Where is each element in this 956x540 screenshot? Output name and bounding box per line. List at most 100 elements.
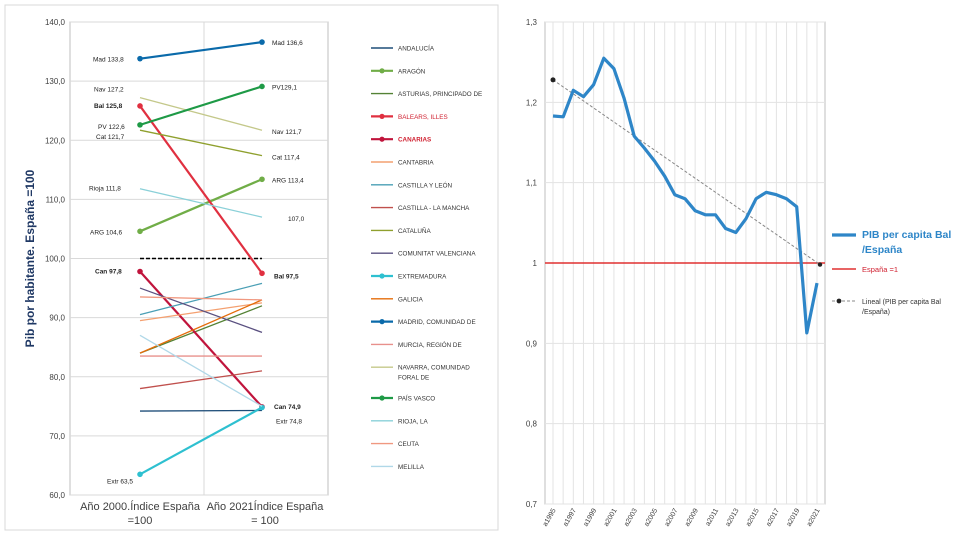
series-line (139, 188, 263, 218)
y-tick-label: 1 (533, 259, 538, 268)
trendline (552, 79, 821, 266)
legend-item-andalucia: ANDALUCÍA (371, 44, 435, 53)
series-line (139, 409, 263, 412)
legend-label: CASTILLA Y LEÓN (398, 180, 452, 189)
series-aragon: ARG 104,6 ARG 113,4 (90, 176, 304, 236)
data-label: Mad 136,6 (272, 40, 303, 47)
data-point (137, 471, 143, 478)
x-tick-label: a2003 (623, 507, 639, 527)
series-andalucia (139, 409, 263, 412)
series-line (139, 178, 263, 233)
legend-label: NAVARRA, COMUNIDAD (398, 365, 470, 372)
legend-label: GALICIA (398, 296, 424, 303)
left-panel-frame (4, 4, 499, 531)
legend-label: CANARIAS (398, 137, 431, 144)
data-point (137, 122, 143, 128)
legend-item-cantabria: CANTABRIA (371, 160, 434, 167)
x-category-label: Año 2021Índice España (207, 500, 325, 513)
legend-label: MURCIA, REGIÓN DE (398, 340, 462, 349)
data-label: PV 122,6 (98, 124, 125, 131)
legend-marker (379, 68, 385, 74)
legend-label: CATALUÑA (398, 226, 431, 235)
series-asturias-principado-de (139, 305, 263, 354)
y-tick-label: 0,8 (526, 420, 538, 429)
series-line (139, 97, 263, 131)
legend-label: CEUTA (398, 441, 420, 448)
data-label: Nav 127,2 (94, 87, 124, 94)
series-line (139, 85, 263, 126)
series-rioja-la: Rioja 111,8 107,0 (89, 186, 305, 223)
series-madrid-comunidad-de: Mad 133,8 Mad 136,6 (93, 39, 303, 64)
legend-label: CASTILLA - LA MANCHA (398, 205, 470, 212)
legend-item-ceuta: CEUTA (371, 441, 420, 448)
legend-marker (379, 136, 385, 142)
legend: ANDALUCÍA ARAGÓN ASTURIAS, PRINCIPADO DE BA… (371, 44, 482, 471)
legend-marker (379, 113, 385, 119)
y-tick-label: 0,7 (526, 500, 538, 509)
data-label: Extr 74,8 (276, 418, 302, 425)
data-label: 107,0 (288, 216, 305, 223)
legend-item-navarra-comunidad-foral-de: NAVARRA, COMUNIDAD FORAL DE (371, 365, 470, 382)
legend-item-murcia-region-de: MURCIA, REGIÓN DE (371, 340, 462, 349)
trendline-start-marker (550, 77, 556, 83)
data-point (259, 39, 265, 45)
y-tick-label: 70,0 (49, 432, 65, 441)
x-tick-label: a2005 (643, 507, 659, 527)
trendline-end-marker (817, 262, 823, 267)
legend-marker (379, 319, 385, 325)
legend-label: ARAGÓN (398, 66, 426, 75)
series-ceuta (139, 296, 263, 301)
data-label: Bal 97,5 (274, 273, 299, 280)
x-tick-label: a2009 (684, 507, 700, 527)
legend-label: COMUNITAT VALENCIANA (398, 251, 476, 258)
data-point (137, 268, 143, 275)
y-tick-label: 100,0 (45, 255, 66, 264)
legend-label: ANDALUCÍA (398, 44, 435, 53)
y-tick-label: 140,0 (45, 18, 66, 27)
legend-label: EXTREMADURA (398, 274, 447, 281)
data-label: Can 74,9 (274, 404, 301, 411)
legend-item-rioja-la: RIOJA, LA (371, 418, 429, 425)
y-tick-label: 90,0 (49, 314, 65, 323)
x-category-label: =100 (128, 515, 153, 527)
x-tick-label: a2019 (786, 507, 802, 527)
legend-marker (379, 395, 385, 401)
legend-item-extremadura: EXTREMADURA (371, 273, 447, 281)
legend-label: BALEARS, ILLES (398, 114, 448, 121)
y-tick-label: 110,0 (46, 195, 66, 204)
legend-item-canarias: CANARIAS (371, 136, 431, 144)
y-tick-label: 1,3 (526, 18, 538, 27)
series-cataluna: Cat 121,7 Cat 117,4 (96, 129, 300, 162)
y-axis-title: Pib por habitante. España =100 (23, 169, 37, 347)
series-line (139, 406, 263, 476)
legend-label: /España) (862, 309, 890, 316)
series-comunitat-valenciana (139, 287, 263, 334)
series-line (139, 334, 263, 407)
data-point (259, 176, 265, 183)
x-tick-label: a1995 (542, 507, 558, 527)
legend-item-madrid-comunidad-de: MADRID, COMUNIDAD DE (371, 319, 476, 326)
series-galicia (139, 299, 263, 354)
x-tick-label: a1999 (583, 507, 599, 527)
y-tick-label: 1,2 (526, 98, 538, 107)
legend-marker (379, 273, 385, 279)
legend-item-cataluna: CATALUÑA (371, 226, 431, 235)
data-label: Extr 63,5 (107, 478, 133, 485)
series-line (139, 370, 263, 390)
series-line (139, 129, 263, 157)
data-label: Bal 125,8 (94, 103, 123, 110)
data-label: Mad 133,8 (93, 57, 124, 64)
legend-marker (836, 298, 842, 304)
series-line (139, 305, 263, 354)
legend-label: Lineal (PIB per capita Bal (862, 299, 941, 306)
series-lines: ARG 104,6 ARG 113,4 Bal 125,8 Bal 97,5 Can 9… (89, 39, 305, 485)
x-tick-label: a2015 (745, 507, 761, 527)
y-tick-label: 60,0 (49, 491, 65, 500)
series-castilla-la-mancha (139, 370, 263, 390)
legend-label: RIOJA, LA (398, 418, 429, 425)
series-line (139, 41, 263, 60)
legend-item-comunitat-valenciana: COMUNITAT VALENCIANA (371, 251, 476, 258)
